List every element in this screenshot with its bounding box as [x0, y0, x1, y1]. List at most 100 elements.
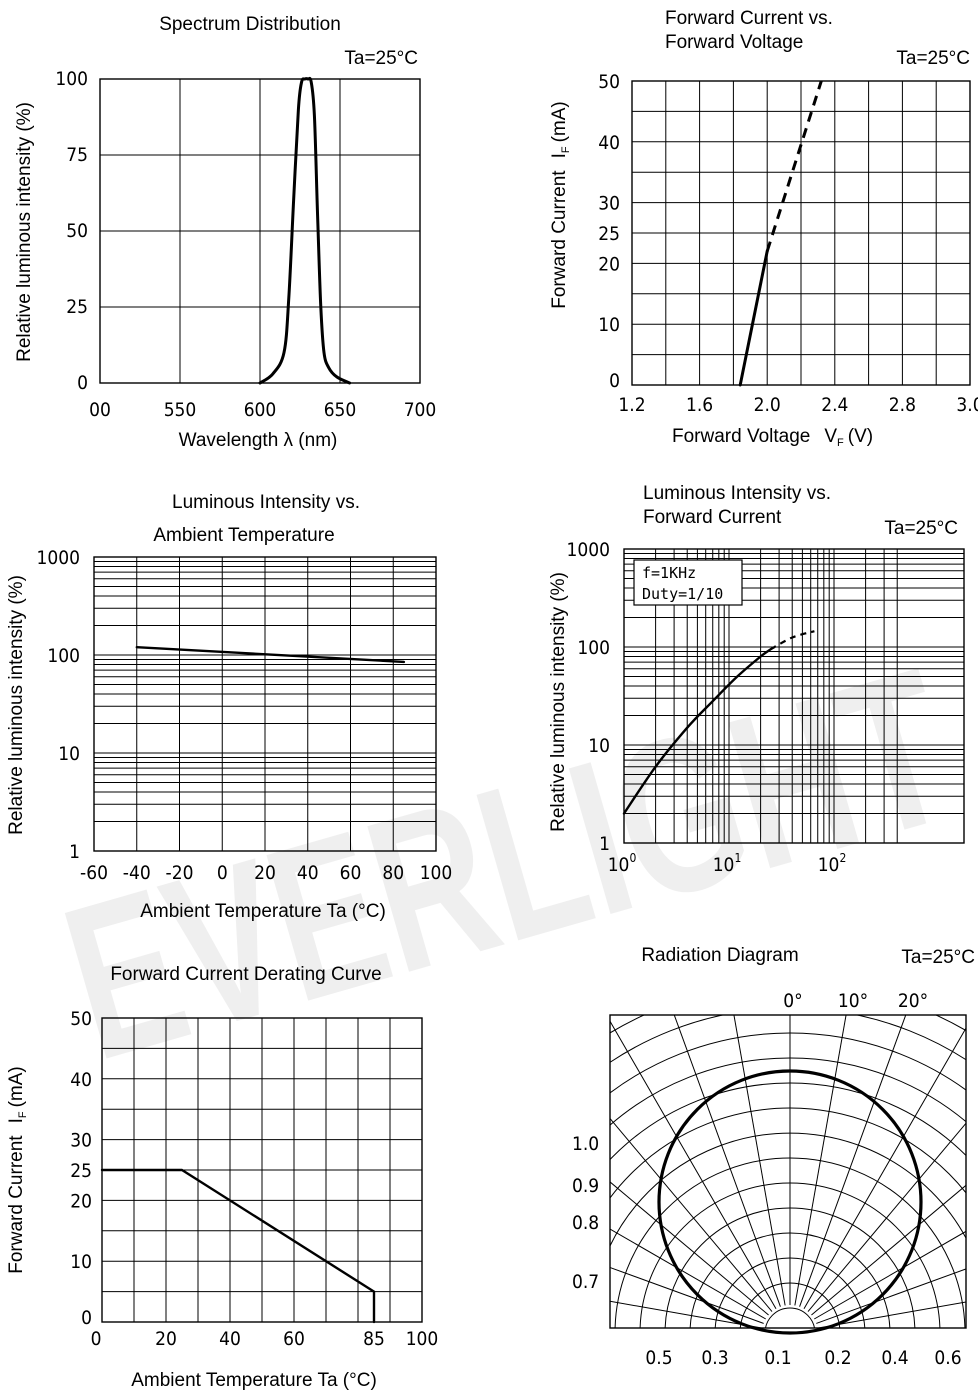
- ivt-title: Luminous Intensity vs. Ambient Temperatur…: [153, 492, 360, 546]
- fcv-title: Forward Current vs. Forward Voltage: [665, 8, 833, 53]
- fcv-ytick-0: 0: [609, 370, 620, 392]
- radiation-frame: [609, 1014, 967, 1329]
- ivc-condition: Ta=25°C: [884, 518, 958, 539]
- ivc-legend-line2: Duty=1/10: [642, 585, 723, 603]
- ivt-xtick-3: 0: [217, 862, 228, 884]
- radiation-angle-label-2: 20°: [898, 990, 928, 1012]
- ivt-ylabel: Relative luminous intensity (%): [6, 575, 27, 835]
- radiation-spoke-16: [816, 1268, 966, 1324]
- fcv-condition: Ta=25°C: [896, 48, 970, 69]
- spectrum-ytick-4: 100: [55, 68, 88, 90]
- ivt-xtick-5: 40: [297, 862, 319, 884]
- fcv-xtick-4: 2.8: [889, 394, 916, 416]
- spectrum-xlabel: Wavelength λ (nm): [179, 430, 338, 451]
- radiation-diagram: Radiation Diagram Ta=25°C 0° 10° 20° 1.0 0.9…: [572, 945, 975, 1369]
- fcv-xtick-2: 2.0: [754, 394, 781, 416]
- spectrum-ytick-0: 0: [77, 372, 88, 394]
- radiation-bottom-label-3: 0.2: [824, 1347, 851, 1369]
- ivc-title-line2: Forward Current: [643, 507, 782, 528]
- spectrum-xtick-4: 700: [404, 399, 437, 421]
- radiation-spoke-6: [610, 1020, 777, 1310]
- ivt-ytick-2: 100: [47, 645, 80, 667]
- radiation-bottom-label-2: 0.1: [764, 1347, 791, 1369]
- radiation-bottom-label-4: 0.4: [881, 1347, 908, 1369]
- derating-ylabel: Forward Current IF (mA): [6, 1066, 29, 1274]
- ivc-series-dashed: [770, 630, 815, 651]
- spectrum-title: Spectrum Distribution: [159, 14, 341, 35]
- fcv-xtick-5: 3.0: [956, 394, 978, 416]
- radiation-spoke-8: [733, 1015, 786, 1306]
- derating-ylabel-sym: I: [6, 1118, 27, 1123]
- intensity-current-chart: Luminous Intensity vs. Forward Current Ta…: [548, 483, 965, 876]
- ivc-ytick-3: 1000: [567, 539, 611, 561]
- fcv-ytick-5: 40: [598, 132, 620, 154]
- radiation-title: Radiation Diagram: [641, 945, 798, 966]
- spectrum-xtick-3: 650: [324, 399, 357, 421]
- fcv-grid: [632, 81, 970, 385]
- derating-ytick-0: 0: [81, 1307, 92, 1329]
- radiation-angle-label-0: 0°: [783, 990, 802, 1012]
- fcv-xtick-3: 2.4: [821, 394, 848, 416]
- spectrum-ytick-2: 50: [66, 220, 88, 242]
- spectrum-condition: Ta=25°C: [344, 48, 418, 69]
- radiation-spoke-11: [799, 1015, 907, 1307]
- derating-ytick-2: 20: [70, 1190, 92, 1212]
- radiation-bottom-label-5: 0.6: [934, 1347, 961, 1369]
- ivt-xtick-6: 60: [340, 862, 362, 884]
- ivt-xtick-2: -20: [166, 862, 194, 884]
- ivc-legend-box: [633, 559, 743, 606]
- radiation-spoke-4: [610, 1181, 769, 1316]
- derating-ytick-3: 25: [70, 1160, 92, 1182]
- ivt-grid: [94, 557, 436, 851]
- radiation-spoke-14: [811, 1184, 966, 1316]
- ivt-series-line: [135, 646, 406, 664]
- radiation-left-label-1: 0.9: [572, 1175, 599, 1197]
- derating-ylabel-main: Forward Current: [6, 1135, 27, 1274]
- fcv-xlabel-sub: F: [837, 437, 844, 449]
- spectrum-chart: Spectrum Distribution Ta=25°C 00 550 600 65…: [14, 14, 436, 451]
- radiation-grid: [610, 1015, 966, 1328]
- radiation-spoke-2: [610, 1266, 764, 1324]
- fcv-title-line2: Forward Voltage: [665, 32, 803, 53]
- radiation-spoke-7: [673, 1015, 781, 1307]
- fcv-xlabel-sym: V: [824, 426, 837, 447]
- derating-ytick-4: 30: [70, 1130, 92, 1152]
- ivc-xtick-exp-2: 2: [839, 851, 846, 865]
- fcv-ylabel-sym: I: [549, 153, 570, 158]
- ivt-xtick-7: 80: [382, 862, 404, 884]
- radiation-spoke-10: [794, 1015, 847, 1306]
- radiation-spoke-3: [610, 1228, 767, 1320]
- fcv-series-dashed: [765, 80, 823, 252]
- fcv-ylabel: Forward Current IF (mA): [549, 101, 572, 309]
- fcv-ylabel-sub: F: [560, 146, 572, 153]
- radiation-bottom-label-1: 0.3: [701, 1347, 728, 1369]
- forward-current-voltage-chart: Forward Current vs. Forward Voltage Ta=25…: [549, 8, 978, 449]
- ivc-xtick-exp-1: 1: [734, 851, 741, 865]
- fcv-xlabel: Forward Voltage VF (V): [672, 426, 873, 449]
- ivt-title-line1: Luminous Intensity vs.: [172, 492, 360, 513]
- spectrum-series-line: [258, 76, 352, 385]
- ivc-ylabel: Relative luminous intensity (%): [548, 572, 569, 832]
- fcv-frame: [631, 80, 971, 386]
- ivc-title: Luminous Intensity vs. Forward Current: [643, 483, 831, 528]
- radiation-spoke-1: [610, 1300, 763, 1328]
- ivc-xtick-exp-0: 0: [629, 851, 636, 865]
- radiation-pattern-circle: [657, 1069, 923, 1335]
- derating-ytick-6: 50: [70, 1008, 92, 1030]
- fcv-xtick-1: 1.6: [686, 394, 713, 416]
- fcv-ytick-2: 20: [598, 253, 620, 275]
- derating-xtick-5: 100: [406, 1328, 439, 1350]
- derating-xtick-0: 0: [91, 1328, 102, 1350]
- radiation-ring-13: [610, 1015, 966, 1064]
- fcv-series-solid: [738, 249, 769, 387]
- derating-xtick-1: 20: [155, 1328, 177, 1350]
- fcv-xtick-0: 1.2: [618, 394, 645, 416]
- radiation-ring-1: [765, 1307, 815, 1328]
- radiation-left-label-2: 0.8: [572, 1212, 599, 1234]
- ivc-ytick-1: 10: [588, 735, 610, 757]
- spectrum-xtick-2: 600: [244, 399, 277, 421]
- radiation-condition: Ta=25°C: [901, 947, 975, 968]
- fcv-ytick-1: 10: [598, 314, 620, 336]
- ivt-xtick-0: -60: [80, 862, 108, 884]
- intensity-temperature-chart: Luminous Intensity vs. Ambient Temperatur…: [6, 492, 452, 922]
